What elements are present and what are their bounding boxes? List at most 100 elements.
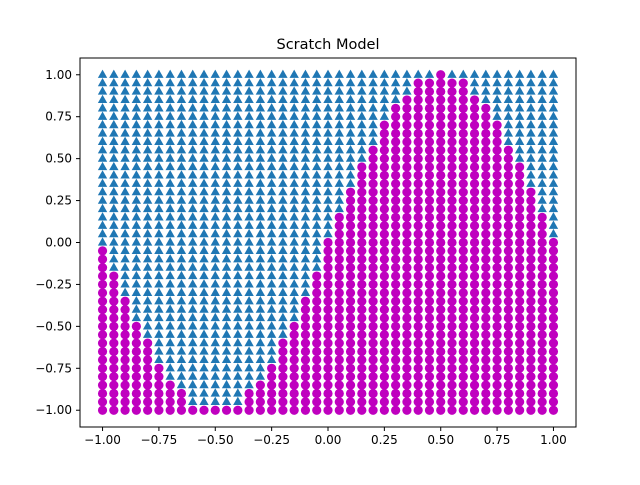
- data-point-triangle: [109, 77, 119, 87]
- data-point-circle: [323, 246, 333, 256]
- data-point-triangle: [188, 287, 198, 296]
- data-point-circle: [515, 246, 525, 256]
- data-point-circle: [379, 137, 389, 147]
- data-point-circle: [548, 330, 559, 340]
- data-point-triangle: [255, 195, 266, 204]
- data-point-circle: [312, 355, 322, 365]
- data-point-circle: [413, 296, 423, 306]
- data-point-circle: [131, 372, 141, 382]
- data-point-circle: [267, 405, 277, 415]
- data-point-circle: [436, 204, 446, 214]
- data-point-circle: [413, 195, 423, 206]
- data-point-triangle: [221, 262, 232, 271]
- data-point-triangle: [255, 170, 266, 179]
- data-point-circle: [368, 170, 378, 181]
- data-point-circle: [391, 162, 401, 172]
- data-point-circle: [424, 78, 435, 88]
- data-point-circle: [391, 221, 401, 231]
- data-point-triangle: [334, 178, 344, 187]
- data-point-circle: [447, 95, 457, 105]
- data-point-circle: [436, 372, 446, 382]
- data-point-circle: [469, 187, 480, 197]
- data-point-triangle: [526, 145, 536, 154]
- data-point-triangle: [142, 103, 153, 112]
- data-point-triangle: [154, 119, 164, 129]
- data-point-circle: [481, 237, 491, 248]
- data-point-circle: [436, 338, 446, 348]
- data-point-triangle: [176, 346, 187, 355]
- data-point-circle: [109, 330, 119, 340]
- data-point-triangle: [210, 195, 220, 204]
- data-point-circle: [469, 221, 480, 231]
- data-point-triangle: [131, 245, 142, 255]
- data-point-triangle: [289, 270, 299, 280]
- x-tick-label: −0.75: [141, 433, 178, 447]
- data-point-triangle: [199, 111, 209, 120]
- data-point-circle: [424, 187, 435, 197]
- data-point-circle: [300, 380, 311, 390]
- data-point-triangle: [233, 186, 243, 196]
- data-point-triangle: [233, 212, 243, 221]
- data-point-triangle: [221, 212, 232, 221]
- data-point-circle: [469, 330, 480, 340]
- data-point-triangle: [176, 329, 187, 338]
- data-point-triangle: [469, 86, 480, 95]
- data-point-triangle: [221, 245, 232, 255]
- data-point-circle: [345, 313, 356, 323]
- data-point-triangle: [514, 69, 525, 78]
- data-point-circle: [368, 179, 378, 189]
- data-point-circle: [402, 313, 412, 323]
- data-point-circle: [120, 321, 130, 331]
- data-point-circle: [300, 330, 311, 340]
- y-tick-label: 0.50: [45, 152, 72, 166]
- data-point-triangle: [526, 178, 536, 187]
- data-point-circle: [402, 372, 412, 382]
- data-point-circle: [481, 372, 491, 382]
- data-point-circle: [447, 195, 457, 206]
- data-point-triangle: [402, 69, 412, 78]
- data-point-circle: [503, 313, 513, 323]
- data-point-circle: [548, 296, 559, 306]
- data-point-circle: [503, 397, 513, 407]
- data-point-circle: [357, 263, 367, 273]
- data-point-circle: [379, 221, 389, 231]
- data-point-circle: [312, 380, 322, 390]
- data-point-triangle: [154, 237, 164, 246]
- data-point-triangle: [221, 388, 232, 397]
- data-point-triangle: [233, 270, 243, 280]
- data-point-triangle: [334, 186, 344, 196]
- data-point-triangle: [368, 69, 378, 78]
- data-point-circle: [391, 338, 401, 348]
- data-point-triangle: [492, 86, 502, 95]
- data-point-circle: [492, 405, 502, 415]
- data-point-triangle: [221, 178, 232, 187]
- data-point-triangle: [345, 111, 356, 120]
- data-point-circle: [548, 405, 559, 415]
- data-point-circle: [548, 279, 559, 290]
- data-point-circle: [143, 380, 153, 390]
- data-point-triangle: [165, 337, 175, 347]
- data-point-triangle: [537, 69, 547, 78]
- data-point-triangle: [244, 128, 254, 137]
- data-point-circle: [447, 170, 457, 181]
- data-point-circle: [334, 313, 344, 323]
- data-point-triangle: [154, 103, 164, 112]
- data-point-triangle: [165, 212, 175, 221]
- data-point-circle: [458, 355, 468, 365]
- data-point-triangle: [199, 86, 209, 95]
- data-point-triangle: [548, 170, 559, 179]
- data-point-triangle: [131, 86, 142, 95]
- data-point-circle: [458, 154, 468, 164]
- data-point-circle: [424, 330, 435, 340]
- data-point-circle: [357, 229, 367, 239]
- data-point-circle: [345, 363, 356, 373]
- data-point-triangle: [334, 94, 344, 104]
- data-point-triangle: [312, 186, 322, 196]
- data-point-circle: [481, 120, 491, 130]
- data-point-triangle: [255, 86, 266, 95]
- data-point-circle: [210, 405, 220, 415]
- data-point-circle: [402, 405, 412, 415]
- data-point-triangle: [368, 77, 378, 87]
- data-point-triangle: [312, 161, 322, 171]
- data-point-triangle: [109, 111, 119, 120]
